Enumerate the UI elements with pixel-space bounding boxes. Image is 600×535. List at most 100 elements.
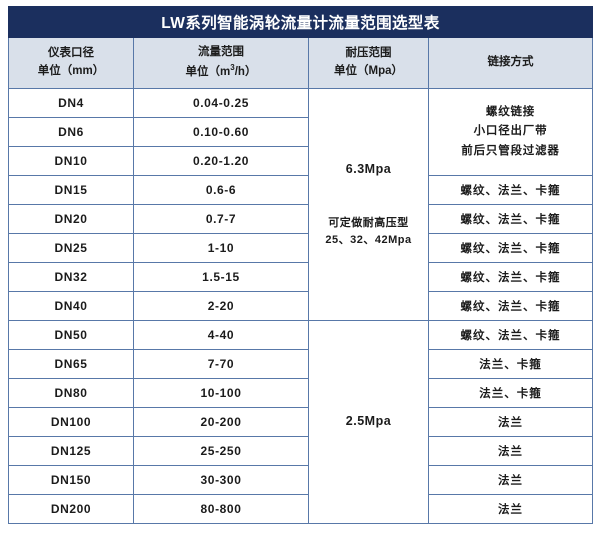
cell-flow-range: 1.5-15 bbox=[133, 262, 309, 292]
connection-type-line1: 螺纹、法兰、卡箍 bbox=[460, 214, 561, 226]
column-header-diameter: 仪表口径 单位（mm） bbox=[8, 37, 134, 89]
connection-type-line1: 法兰 bbox=[498, 446, 523, 458]
connection-type-line1: 螺纹链接 bbox=[485, 105, 536, 118]
column-header-flow-range-line2: 单位（m3/h） bbox=[137, 62, 305, 82]
cell-diameter: DN20 bbox=[8, 204, 134, 234]
pressure-note-line2: 25、32、42Mpa bbox=[325, 234, 412, 247]
table-row: DN32 1.5-15 螺纹、法兰、卡箍 bbox=[8, 262, 594, 292]
table-row: DN65 7-70 法兰、卡箍 bbox=[8, 349, 594, 379]
cell-diameter: DN6 bbox=[8, 117, 134, 147]
connection-type-line1: 螺纹、法兰、卡箍 bbox=[460, 272, 561, 284]
connection-type-line2: 小口径出厂带 bbox=[473, 125, 548, 138]
title-row: LW系列智能涡轮流量计流量范围选型表 bbox=[7, 6, 594, 38]
cell-connection-type: 螺纹、法兰、卡箍 bbox=[427, 291, 594, 321]
flow-unit-prefix: 单位（m bbox=[185, 65, 231, 78]
connection-type-line1: 螺纹、法兰、卡箍 bbox=[460, 243, 561, 255]
cell-connection-type: 法兰 bbox=[427, 407, 594, 437]
cell-pressure-range: 2.5Mpa bbox=[308, 320, 429, 524]
cell-flow-range: 80-800 bbox=[133, 494, 309, 524]
cell-flow-range: 20-200 bbox=[133, 407, 309, 437]
cell-diameter: DN65 bbox=[8, 349, 134, 379]
table-row: DN15 0.6-6 螺纹、法兰、卡箍 bbox=[8, 175, 594, 205]
table-row: DN40 2-20 螺纹、法兰、卡箍 bbox=[8, 291, 594, 321]
pressure-range-content: 6.3Mpa 可定做耐高压型 25、32、42Mpa bbox=[311, 90, 426, 319]
pressure-range-content: 2.5Mpa bbox=[311, 322, 426, 522]
cell-connection-type: 螺纹、法兰、卡箍 bbox=[427, 320, 594, 350]
table-row: DN200 80-800 法兰 bbox=[8, 494, 594, 524]
flow-unit-exponent: 3 bbox=[230, 63, 235, 73]
connection-type-line3: 前后只管段过滤器 bbox=[461, 144, 560, 157]
column-header-row: 仪表口径 单位（mm） 流量范围 单位（m3/h） 耐压范围 单位（Mpa） 链… bbox=[8, 37, 594, 89]
cell-diameter: DN125 bbox=[8, 436, 134, 466]
cell-connection-type: 法兰 bbox=[427, 494, 594, 524]
cell-flow-range: 4-40 bbox=[133, 320, 309, 350]
connection-type-line1: 法兰 bbox=[498, 417, 523, 429]
cell-connection-type: 法兰 bbox=[427, 436, 594, 466]
table-row: DN150 30-300 法兰 bbox=[8, 465, 594, 495]
table-row: DN25 1-10 螺纹、法兰、卡箍 bbox=[8, 233, 594, 263]
cell-diameter: DN50 bbox=[8, 320, 134, 350]
pressure-note: 可定做耐高压型 25、32、42Mpa bbox=[325, 215, 411, 250]
cell-flow-range: 10-100 bbox=[133, 378, 309, 408]
cell-diameter: DN100 bbox=[8, 407, 134, 437]
cell-flow-range: 0.04-0.25 bbox=[133, 88, 309, 118]
cell-diameter: DN150 bbox=[8, 465, 134, 495]
table-row: DN50 4-40 2.5Mpa 螺纹、法兰、卡箍 bbox=[8, 320, 594, 524]
column-header-connection-type: 链接方式 bbox=[427, 37, 594, 89]
connection-type-line1: 螺纹、法兰、卡箍 bbox=[460, 185, 561, 197]
column-header-diameter-line1: 仪表口径 bbox=[48, 47, 94, 60]
cell-flow-range: 7-70 bbox=[133, 349, 309, 379]
cell-connection-type: 法兰、卡箍 bbox=[427, 378, 594, 408]
pressure-value: 6.3Mpa bbox=[345, 162, 392, 177]
cell-flow-range: 0.20-1.20 bbox=[133, 146, 309, 176]
table-row: DN80 10-100 法兰、卡箍 bbox=[8, 378, 594, 408]
column-header-flow-range-line1: 流量范围 bbox=[198, 46, 244, 59]
cell-diameter: DN200 bbox=[8, 494, 134, 524]
cell-diameter: DN40 bbox=[8, 291, 134, 321]
cell-connection-type: 法兰 bbox=[427, 465, 594, 495]
connection-type-line1: 法兰 bbox=[498, 504, 523, 516]
cell-connection-type: 螺纹、法兰、卡箍 bbox=[427, 204, 594, 234]
cell-diameter: DN4 bbox=[8, 88, 134, 118]
table-row: DN20 0.7-7 螺纹、法兰、卡箍 bbox=[8, 204, 594, 234]
column-header-diameter-line2: 单位（mm） bbox=[37, 65, 105, 77]
table-row: DN4 0.04-0.25 6.3Mpa 可定做耐高压型 25、32、42Mpa 螺纹链接… bbox=[8, 88, 594, 321]
column-header-pressure-range-line1: 耐压范围 bbox=[345, 47, 392, 60]
pressure-value: 2.5Mpa bbox=[345, 414, 392, 429]
cell-connection-type: 螺纹、法兰、卡箍 bbox=[427, 233, 594, 263]
table-row: DN6 0.10-0.60 bbox=[8, 117, 593, 147]
cell-connection-type: 螺纹、法兰、卡箍 bbox=[427, 262, 594, 292]
column-header-pressure-range-line2: 单位（Mpa） bbox=[334, 65, 403, 77]
cell-flow-range: 1-10 bbox=[133, 233, 309, 263]
connection-type-line1: 法兰、卡箍 bbox=[479, 359, 542, 371]
connection-type-line1: 螺纹、法兰、卡箍 bbox=[460, 301, 561, 313]
column-header-connection-type-line1: 链接方式 bbox=[487, 56, 534, 69]
spec-table: LW系列智能涡轮流量计流量范围选型表 仪表口径 单位（mm） 流量范围 单位（m… bbox=[7, 6, 594, 524]
connection-type-line1: 法兰 bbox=[498, 475, 523, 487]
pressure-note-line1: 可定做耐高压型 bbox=[328, 216, 409, 229]
cell-diameter: DN15 bbox=[8, 175, 134, 205]
table-row: DN100 20-200 法兰 bbox=[8, 407, 594, 437]
column-header-pressure-range: 耐压范围 单位（Mpa） bbox=[308, 37, 429, 89]
cell-diameter: DN80 bbox=[8, 378, 134, 408]
table-row: DN10 0.20-1.20 bbox=[8, 146, 593, 176]
cell-flow-range: 25-250 bbox=[133, 436, 309, 466]
page-title: LW系列智能涡轮流量计流量范围选型表 bbox=[7, 6, 594, 38]
cell-diameter: DN32 bbox=[8, 262, 134, 292]
cell-flow-range: 0.6-6 bbox=[133, 175, 309, 205]
cell-connection-type: 螺纹链接小口径出厂带 前后只管段过滤器 bbox=[427, 88, 594, 176]
cell-flow-range: 0.10-0.60 bbox=[133, 117, 309, 147]
table-row: DN125 25-250 法兰 bbox=[8, 436, 594, 466]
cell-flow-range: 30-300 bbox=[133, 465, 309, 495]
cell-flow-range: 2-20 bbox=[133, 291, 309, 321]
cell-connection-type: 法兰、卡箍 bbox=[427, 349, 594, 379]
flow-unit-suffix: /h） bbox=[234, 65, 257, 78]
cell-diameter: DN25 bbox=[8, 233, 134, 263]
cell-connection-type: 螺纹、法兰、卡箍 bbox=[427, 175, 594, 205]
cell-pressure-range: 6.3Mpa 可定做耐高压型 25、32、42Mpa bbox=[308, 88, 429, 321]
connection-type-line1: 螺纹、法兰、卡箍 bbox=[460, 330, 561, 342]
connection-type-line1: 法兰、卡箍 bbox=[479, 388, 542, 400]
cell-flow-range: 0.7-7 bbox=[133, 204, 309, 234]
column-header-flow-range: 流量范围 单位（m3/h） bbox=[133, 37, 309, 89]
